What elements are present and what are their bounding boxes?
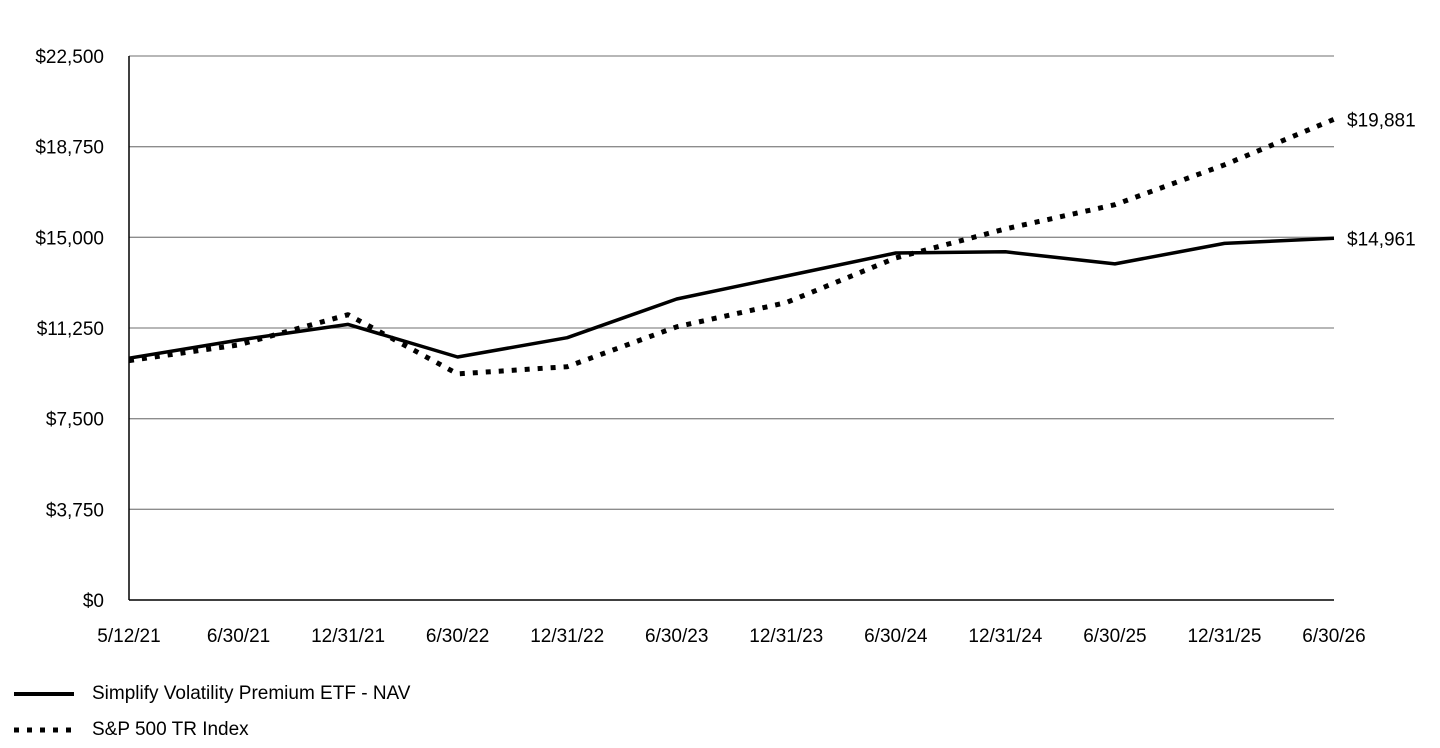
x-tick-label: 12/31/25 [1187,626,1261,647]
y-tick-label: $7,500 [46,410,104,431]
x-tick-label: 5/12/21 [97,626,160,647]
x-tick-label: 6/30/23 [645,626,708,647]
y-tick-label: $3,750 [46,500,104,521]
series-end-labels: $14,961 $19,881 [1347,110,1416,250]
x-axis-tick-labels: 5/12/21 6/30/21 12/31/21 6/30/22 12/31/22 6/3… [97,626,1365,647]
legend-item-index: S&P 500 TR Index [14,712,410,748]
nav-series-line [128,236,1335,360]
x-tick-label: 6/30/26 [1302,626,1365,647]
x-tick-label: 12/31/23 [749,626,823,647]
x-tick-label: 12/31/22 [530,626,604,647]
legend-dotted-line-swatch [14,727,74,733]
legend: Simplify Volatility Premium ETF - NAV S&… [14,676,410,748]
series-lines [128,116,1335,377]
legend-label-index: S&P 500 TR Index [92,719,249,740]
y-tick-label: $15,000 [35,228,104,249]
y-tick-label: $0 [83,591,104,612]
x-tick-label: 6/30/24 [864,626,928,647]
y-tick-label: $22,500 [35,47,104,68]
y-tick-label: $11,250 [37,319,104,340]
gridlines [129,55,1334,510]
x-tick-label: 6/30/22 [426,626,489,647]
index-series-line [128,116,1335,377]
series-end-label: $19,881 [1347,110,1416,131]
legend-item-nav: Simplify Volatility Premium ETF - NAV [14,676,410,712]
y-axis-tick-labels: $0 $3,750 $7,500 $11,250 $15,000 $18,750 $22,5… [35,47,104,612]
x-tick-label: 6/30/25 [1083,626,1146,647]
x-tick-label: 12/31/24 [968,626,1042,647]
legend-label-nav: Simplify Volatility Premium ETF - NAV [92,683,411,704]
y-tick-label: $18,750 [35,138,104,159]
axes [128,56,1334,601]
x-tick-label: 12/31/21 [311,626,385,647]
series-end-label: $14,961 [1347,229,1416,250]
legend-solid-line-swatch [14,692,74,696]
x-tick-label: 6/30/21 [207,626,270,647]
